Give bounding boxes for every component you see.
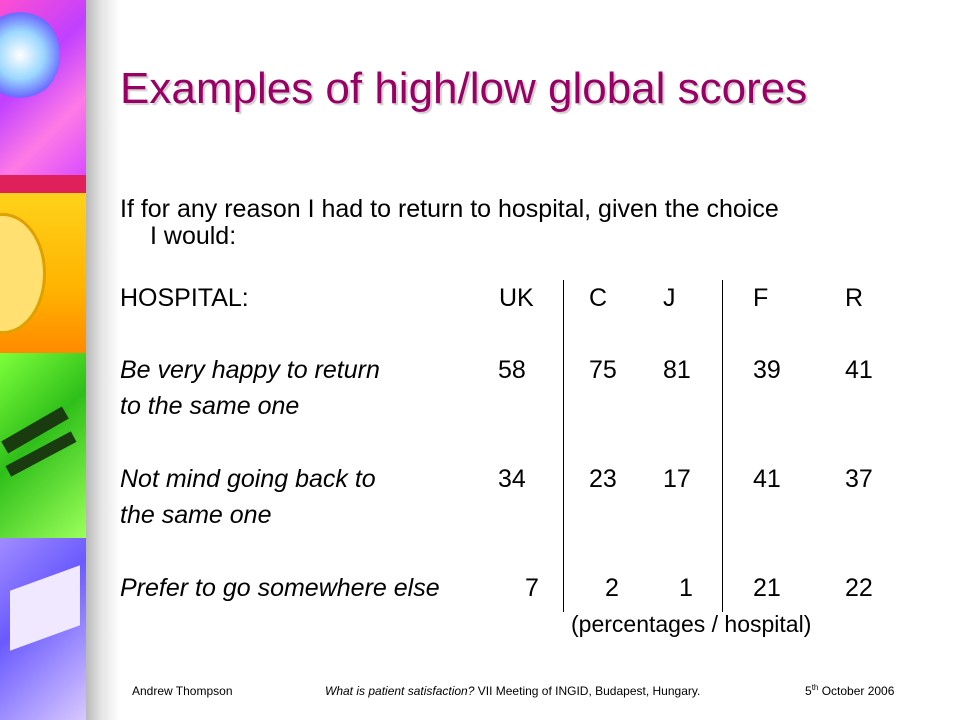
column-header-f: F	[753, 284, 769, 312]
decorative-side-strip	[0, 0, 86, 720]
question-line-1: If for any reason I had to return to hos…	[120, 195, 779, 223]
row-1-value-f: 39	[753, 356, 781, 384]
column-divider-right	[722, 280, 723, 612]
footer-author: Andrew Thompson	[132, 684, 233, 698]
green-segment	[0, 353, 86, 538]
footer-event-details: VII Meeting of INGID, Budapest, Hungary.	[474, 684, 701, 698]
footer-date-suffix: th	[811, 683, 819, 692]
red-band-segment	[0, 175, 86, 193]
slide-footer: Andrew Thompson What is patient satisfac…	[0, 684, 960, 700]
strip-shadow	[86, 0, 120, 720]
column-divider-left	[563, 280, 564, 612]
row-3-value-c: 2	[605, 574, 619, 602]
footer-event-title: What is patient satisfaction?	[325, 684, 475, 698]
footer-date-day: 5	[805, 684, 812, 698]
row-3-value-j: 1	[679, 574, 693, 602]
purple-swirl-segment	[0, 0, 86, 175]
row-2-value-uk: 34	[498, 465, 526, 493]
row-1-value-uk: 58	[498, 356, 526, 384]
column-header-j: J	[663, 284, 676, 312]
footer-date: 5th October 2006	[805, 683, 895, 699]
row-1-value-j: 81	[663, 356, 691, 384]
column-header-uk: UK	[499, 284, 534, 312]
survey-question: If for any reason I had to return to hos…	[120, 196, 930, 250]
clock-face-icon	[0, 213, 46, 334]
row-1-label-line-2: to the same one	[120, 392, 300, 420]
footer-event: What is patient satisfaction? VII Meetin…	[325, 684, 700, 698]
row-2-label-line-1: Not mind going back to	[120, 465, 376, 493]
row-3-value-f: 21	[753, 574, 781, 602]
book-segment	[0, 538, 86, 720]
row-3-label: Prefer to go somewhere else	[120, 574, 440, 602]
row-2-value-f: 41	[753, 465, 781, 493]
slide-title: Examples of high/low global scores	[120, 64, 808, 113]
row-1-value-r: 41	[845, 356, 873, 384]
question-line-2: I would:	[150, 222, 237, 250]
row-1-value-c: 75	[589, 356, 617, 384]
row-2-value-r: 37	[845, 465, 873, 493]
footer-date-rest: October 2006	[818, 684, 895, 698]
row-2-value-j: 17	[663, 465, 691, 493]
row-2-value-c: 23	[589, 465, 617, 493]
clock-segment	[0, 193, 86, 353]
row-3-value-r: 22	[845, 574, 873, 602]
column-header-r: R	[845, 284, 864, 312]
row-3-value-uk: 7	[525, 574, 539, 602]
table-header-label: HOSPITAL:	[120, 284, 249, 312]
table-note: (percentages / hospital)	[571, 611, 812, 637]
row-2-label-line-2: the same one	[120, 501, 272, 529]
row-1-label-line-1: Be very happy to return	[120, 356, 380, 384]
column-header-c: C	[589, 284, 608, 312]
